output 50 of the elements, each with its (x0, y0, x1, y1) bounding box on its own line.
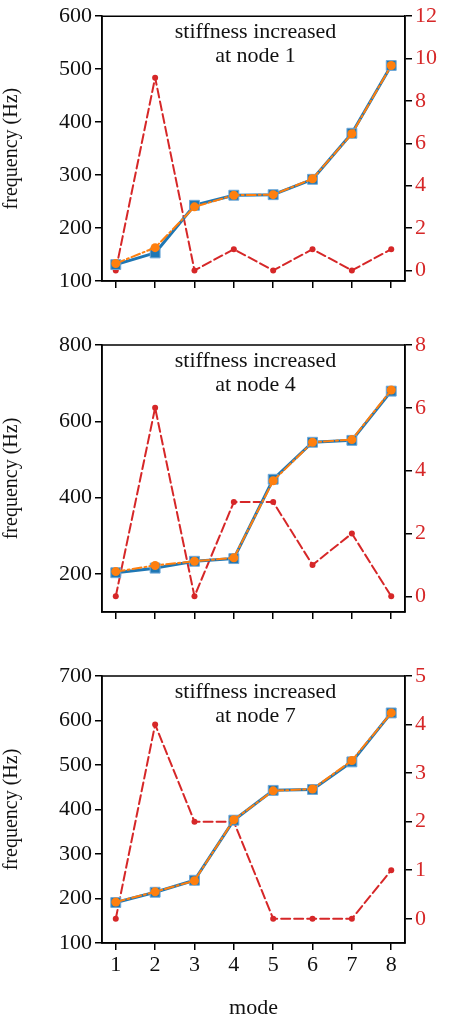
y2-tick-label: 2 (415, 807, 426, 833)
y-tick-label: 200 (59, 213, 92, 239)
y-tick-label: 700 (59, 661, 92, 687)
y2-tick-label: 0 (415, 904, 426, 930)
y-tick-label: 500 (59, 750, 92, 776)
y-tick-label: 400 (59, 795, 92, 821)
y-tick-label: 300 (59, 160, 92, 186)
y2-tick-label: 5 (415, 661, 426, 687)
y2-tick-label: 0 (415, 582, 426, 608)
y2-tick-label: 3 (415, 758, 426, 784)
y2-tick-label: 2 (415, 213, 426, 239)
x-tick-label: 2 (149, 950, 161, 976)
y-tick-label: 400 (59, 107, 92, 133)
y-tick-label: 100 (59, 266, 92, 292)
y2-tick-label: 12 (415, 1, 437, 27)
x-tick-label: 1 (110, 950, 122, 976)
y-tick-label: 100 (59, 928, 92, 954)
x-tick-label: 5 (267, 950, 279, 976)
x-tick-label: 7 (346, 950, 358, 976)
y-tick-label: 600 (59, 1, 92, 27)
y-tick-label: 300 (59, 839, 92, 865)
annotation: stiffness increased at node 7 (174, 677, 337, 727)
y-axis-title: frequency (Hz) (0, 417, 23, 540)
y2-tick-label: 4 (415, 171, 426, 197)
y-tick-label: 200 (59, 559, 92, 585)
y-tick-label: 600 (59, 706, 92, 732)
x-axis-title: mode (229, 993, 278, 1019)
y-tick-label: 600 (59, 407, 92, 433)
y2-tick-label: 2 (415, 519, 426, 545)
y2-tick-label: 8 (415, 330, 426, 356)
y-tick-label: 800 (59, 330, 92, 356)
y2-tick-label: 1 (415, 855, 426, 881)
x-tick-label: 6 (307, 950, 319, 976)
x-tick-label: 3 (188, 950, 200, 976)
y-axis-title: frequency (Hz) (0, 748, 23, 871)
y2-tick-label: 10 (415, 44, 437, 70)
annotation: stiffness increased at node 1 (174, 17, 337, 67)
y2-tick-label: 8 (415, 86, 426, 112)
x-tick-label: 4 (228, 950, 240, 976)
y2-tick-label: 6 (415, 393, 426, 419)
y2-tick-label: 4 (415, 710, 426, 736)
y-axis-title: frequency (Hz) (0, 87, 23, 210)
y-tick-label: 400 (59, 483, 92, 509)
y2-tick-label: 0 (415, 256, 426, 282)
y2-tick-label: 4 (415, 456, 426, 482)
y-tick-label: 200 (59, 884, 92, 910)
y2-tick-label: 6 (415, 129, 426, 155)
annotation: stiffness increased at node 4 (174, 346, 337, 396)
y-tick-label: 500 (59, 54, 92, 80)
x-tick-label: 8 (385, 950, 397, 976)
